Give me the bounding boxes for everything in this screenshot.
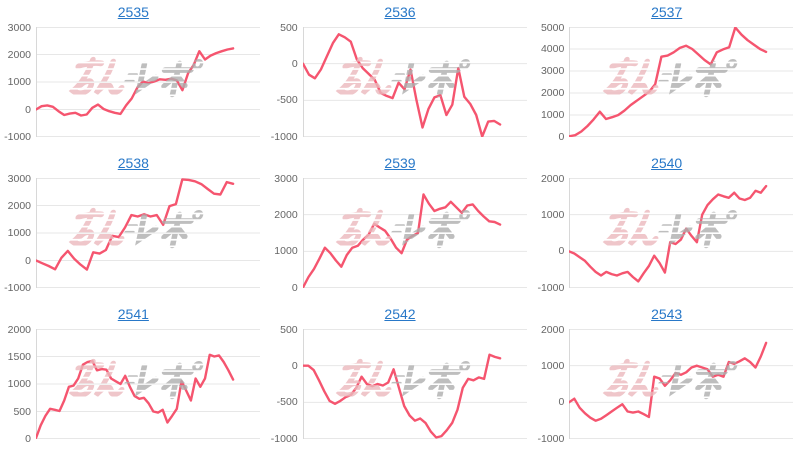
chart-cell: 2536 500 0 -500 -1000 bbox=[267, 0, 534, 151]
chart-cell: 2543 2000 1000 0 -1000 bbox=[533, 302, 800, 453]
y-axis-tick-label: 0 bbox=[291, 359, 298, 372]
y-axis-tick-label: 3000 bbox=[7, 21, 31, 34]
y-axis-tick-label: 1000 bbox=[540, 109, 565, 121]
y-axis-tick-label: 0 bbox=[25, 432, 31, 445]
chart-title-link[interactable]: 2537 bbox=[651, 4, 683, 20]
chart-title-link[interactable]: 2543 bbox=[651, 306, 683, 322]
y-axis-tick-label: 2000 bbox=[7, 199, 31, 212]
chart-cell: 2537 5000 4000 3000 2000 1000 0 bbox=[533, 0, 800, 151]
y-axis-tick-label: -500 bbox=[276, 396, 298, 409]
chart-title: 2538 bbox=[0, 153, 267, 173]
line-chart-svg bbox=[302, 329, 527, 439]
y-axis-tick-label: -1000 bbox=[4, 130, 31, 143]
y-axis-tick-label: 0 bbox=[558, 245, 565, 258]
chart-title-link[interactable]: 2541 bbox=[117, 306, 149, 322]
line-chart-svg bbox=[302, 178, 527, 288]
chart-title: 2536 bbox=[267, 2, 534, 22]
chart-cell: 2541 2000 1500 1000 500 0 bbox=[0, 302, 267, 453]
y-axis-tick-label: 0 bbox=[291, 57, 298, 70]
chart-cell: 2535 3000 2000 1000 0 -1000 bbox=[0, 0, 267, 151]
line-chart-svg bbox=[569, 329, 794, 439]
y-axis-tick-label: 2000 bbox=[540, 323, 565, 336]
y-axis-tick-label: 2000 bbox=[7, 48, 31, 61]
y-axis-tick-label: 0 bbox=[25, 103, 31, 116]
y-axis-tick-label: 0 bbox=[25, 254, 31, 267]
y-axis-tick-label: 3000 bbox=[274, 172, 298, 185]
line-chart-svg bbox=[36, 329, 260, 439]
y-axis-tick-label: 4000 bbox=[540, 43, 565, 55]
y-axis-tick-label: -500 bbox=[276, 94, 298, 107]
chart-title-link[interactable]: 2538 bbox=[117, 155, 149, 171]
y-axis-tick-label: -1000 bbox=[270, 432, 298, 445]
y-axis-tick-label: 0 bbox=[558, 130, 565, 143]
y-axis-tick-label: 3000 bbox=[7, 172, 31, 185]
chart-title: 2540 bbox=[533, 153, 800, 173]
chart-cell: 2542 500 0 -500 -1000 bbox=[267, 302, 534, 453]
chart-cell: 2538 3000 2000 1000 0 -1000 bbox=[0, 151, 267, 302]
line-chart-svg bbox=[569, 27, 794, 137]
chart-title-link[interactable]: 2542 bbox=[384, 306, 416, 322]
y-axis-tick-label: 1500 bbox=[7, 350, 31, 363]
chart-title-link[interactable]: 2540 bbox=[651, 155, 683, 171]
y-axis-tick-label: 1000 bbox=[274, 245, 298, 258]
chart-title-link[interactable]: 2539 bbox=[384, 155, 416, 171]
chart-title: 2541 bbox=[0, 304, 267, 324]
y-axis-tick-label: 2000 bbox=[540, 87, 565, 99]
y-axis-tick-label: 1000 bbox=[7, 76, 31, 88]
line-chart-svg bbox=[36, 178, 260, 288]
y-axis-tick-label: 500 bbox=[280, 323, 298, 336]
chart-title: 2539 bbox=[267, 153, 534, 173]
y-axis-tick-label: -1000 bbox=[537, 281, 565, 294]
y-axis-tick-label: 1000 bbox=[540, 359, 565, 372]
chart-title-link[interactable]: 2535 bbox=[117, 4, 149, 20]
line-chart-svg bbox=[36, 27, 260, 137]
chart-cell: 2540 2000 1000 0 -1000 bbox=[533, 151, 800, 302]
chart-title: 2543 bbox=[533, 304, 800, 324]
line-chart-svg bbox=[569, 178, 794, 288]
y-axis-tick-label: 0 bbox=[558, 396, 565, 409]
y-axis-tick-label: 1000 bbox=[7, 378, 31, 390]
y-axis-tick-label: 1000 bbox=[7, 227, 31, 239]
y-axis-tick-label: 0 bbox=[291, 281, 298, 294]
y-axis-tick-label: 3000 bbox=[540, 65, 565, 77]
y-axis-tick-label: 500 bbox=[280, 21, 298, 34]
y-axis-tick-label: 2000 bbox=[274, 208, 298, 221]
y-axis-tick-label: 1000 bbox=[540, 208, 565, 221]
y-axis-tick-label: -1000 bbox=[537, 432, 565, 445]
chart-title: 2537 bbox=[533, 2, 800, 22]
chart-cell: 2539 3000 2000 1000 0 bbox=[267, 151, 534, 302]
y-axis-tick-label: 2000 bbox=[7, 323, 31, 336]
y-axis-tick-label: 500 bbox=[13, 405, 31, 418]
y-axis-tick-label: 2000 bbox=[540, 172, 565, 185]
y-axis-tick-label: -1000 bbox=[4, 281, 31, 294]
y-axis-tick-label: 5000 bbox=[540, 21, 565, 34]
y-axis-tick-label: -1000 bbox=[270, 130, 298, 143]
chart-title: 2542 bbox=[267, 304, 534, 324]
chart-title: 2535 bbox=[0, 2, 267, 22]
chart-title-link[interactable]: 2536 bbox=[384, 4, 416, 20]
line-chart-svg bbox=[302, 27, 527, 137]
